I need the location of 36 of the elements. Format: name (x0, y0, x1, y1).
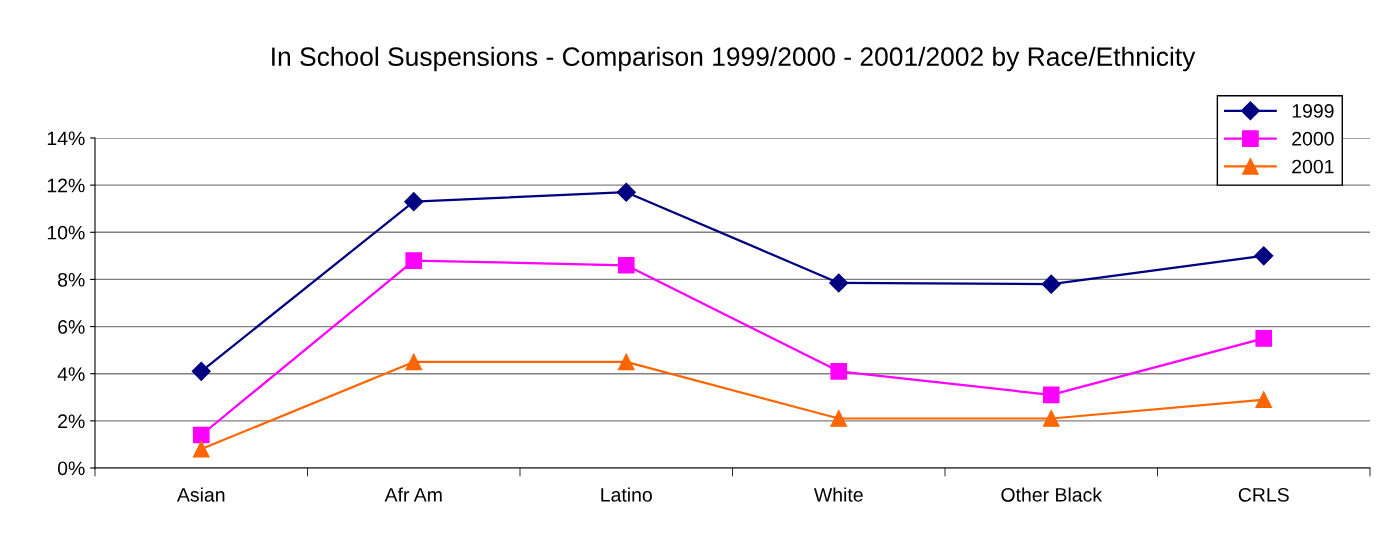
x-tick-label: Asian (176, 487, 225, 502)
legend-label: 2001 (1292, 159, 1334, 174)
legend-label: 1999 (1292, 104, 1334, 118)
y-tick-label: 4% (57, 367, 85, 381)
point (404, 192, 424, 212)
point (191, 361, 211, 381)
y-tick-label: 6% (58, 320, 85, 334)
x-tick-label: CRLS (1238, 487, 1289, 502)
point (829, 273, 849, 293)
point (1042, 410, 1060, 427)
point (192, 440, 210, 458)
x-tick-label: White (813, 487, 863, 502)
point (616, 182, 636, 202)
y-tick-label: 10% (47, 225, 85, 240)
point (1042, 386, 1060, 404)
point (405, 353, 423, 371)
point (1041, 274, 1061, 294)
chart-title: In School Suspensions - Comparison 1999/2000 - 2001/2002 by Race/Ethnicity (272, 46, 1196, 72)
point (830, 363, 848, 380)
point (830, 410, 848, 427)
y-tick-label: 12% (47, 178, 85, 193)
point (617, 353, 635, 371)
point (1254, 246, 1274, 266)
x-tick-label: Afr Am (384, 487, 442, 502)
point (192, 426, 210, 444)
x-tick-label: Other Black (1001, 487, 1103, 502)
point (1255, 330, 1273, 347)
y-tick-label: 14% (47, 131, 85, 146)
point (1255, 391, 1273, 408)
x-tick-label: Latino (601, 487, 652, 502)
point (617, 256, 635, 274)
point (405, 252, 423, 269)
legend-label: 2000 (1292, 131, 1334, 146)
y-tick-label: 0% (57, 461, 85, 476)
y-tick-label: 2% (58, 414, 85, 429)
y-tick-label: 8% (58, 272, 85, 287)
